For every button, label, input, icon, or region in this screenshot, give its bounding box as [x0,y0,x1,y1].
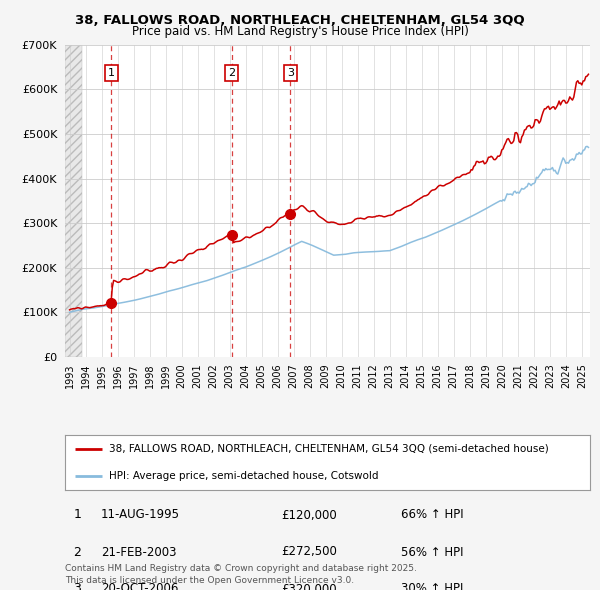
Text: 2: 2 [228,68,235,78]
Text: Contains HM Land Registry data © Crown copyright and database right 2025.
This d: Contains HM Land Registry data © Crown c… [65,564,416,585]
Text: 3: 3 [73,582,82,590]
Text: 2: 2 [73,546,82,559]
Text: HPI: Average price, semi-detached house, Cotswold: HPI: Average price, semi-detached house,… [109,471,379,481]
Text: 3: 3 [287,68,294,78]
Text: 11-AUG-1995: 11-AUG-1995 [101,509,180,522]
Text: 38, FALLOWS ROAD, NORTHLEACH, CHELTENHAM, GL54 3QQ (semi-detached house): 38, FALLOWS ROAD, NORTHLEACH, CHELTENHAM… [109,444,549,454]
Text: 38, FALLOWS ROAD, NORTHLEACH, CHELTENHAM, GL54 3QQ: 38, FALLOWS ROAD, NORTHLEACH, CHELTENHAM… [75,14,525,27]
Text: 1: 1 [108,68,115,78]
Text: 20-OCT-2006: 20-OCT-2006 [101,582,178,590]
Text: 1: 1 [73,509,82,522]
Text: £272,500: £272,500 [281,546,337,559]
Text: £120,000: £120,000 [281,509,337,522]
Text: £320,000: £320,000 [281,582,337,590]
Text: Price paid vs. HM Land Registry's House Price Index (HPI): Price paid vs. HM Land Registry's House … [131,25,469,38]
Text: 66% ↑ HPI: 66% ↑ HPI [401,509,463,522]
Text: 56% ↑ HPI: 56% ↑ HPI [401,546,463,559]
Bar [65,45,82,357]
Text: 30% ↑ HPI: 30% ↑ HPI [401,582,463,590]
Text: 21-FEB-2003: 21-FEB-2003 [101,546,176,559]
